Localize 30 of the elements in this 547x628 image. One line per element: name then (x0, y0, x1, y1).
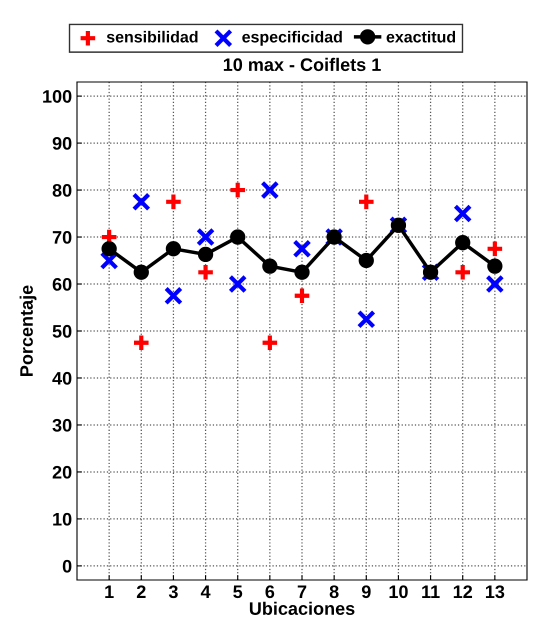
legend-label: exactitud (386, 30, 456, 43)
x-tick-label: 7 (298, 586, 306, 598)
x-axis-title: Ubicaciones (250, 602, 354, 615)
y-tick-label: 60 (52, 278, 72, 291)
x-tick-label: 6 (265, 585, 274, 598)
x-tick-label: 9 (362, 585, 371, 598)
legend-label: especificidad (242, 30, 342, 46)
y-tick-label: 70 (52, 230, 72, 244)
y-tick-label: 100 (43, 90, 72, 103)
y-tick-label: 40 (52, 372, 72, 385)
legend-label: sensibilidad (106, 30, 198, 43)
y-tick-label: 10 (53, 512, 72, 526)
y-axis-title: Porcentaje (20, 285, 36, 376)
chart-title: 10 max - Coiflets 1 (224, 58, 381, 72)
y-tick-label: 80 (52, 184, 72, 197)
x-tick-label: 13 (486, 585, 504, 598)
x-tick-label: 3 (168, 585, 178, 598)
x-tick-label: 10 (390, 585, 408, 598)
y-tick-label: 30 (52, 418, 72, 432)
y-tick-label: 50 (52, 324, 72, 338)
x-tick-label: 1 (105, 586, 114, 598)
x-tick-label: 4 (200, 586, 210, 598)
x-tick-label: 5 (233, 586, 242, 598)
y-tick-label: 20 (52, 466, 72, 479)
y-tick-label: 0 (62, 560, 72, 573)
y-tick-label: 90 (52, 137, 72, 150)
x-tick-label: 12 (454, 585, 472, 598)
x-tick-label: 8 (330, 585, 339, 598)
x-tick-label: 11 (422, 586, 440, 598)
x-tick-label: 2 (136, 585, 146, 598)
